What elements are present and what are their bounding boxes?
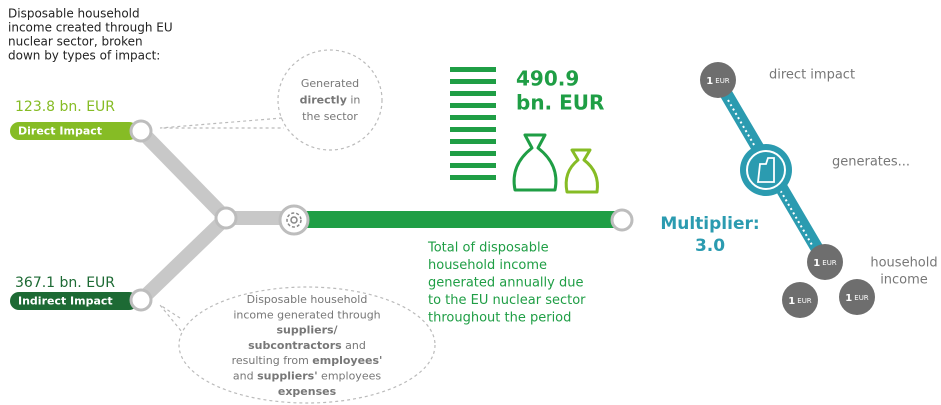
- coin: [839, 279, 875, 315]
- indirect-bubble-text: expenses: [278, 385, 337, 398]
- direct-value: 123.8 bn. EUR: [15, 99, 115, 115]
- indirect-value: 367.1 bn. EUR: [15, 275, 115, 291]
- total-description: to the EU nuclear sector: [428, 293, 586, 308]
- coin-unit: EUR: [854, 294, 869, 302]
- coin-text: 1 EUR: [813, 258, 837, 269]
- gear-icon: [286, 212, 302, 228]
- coin: [782, 282, 818, 318]
- direct-bubble-text: the sector: [302, 110, 358, 123]
- plant-icon: [756, 157, 775, 183]
- text-segment: in: [347, 94, 361, 107]
- intro-text: down by types of impact:: [8, 49, 160, 63]
- text-segment: and: [233, 370, 257, 383]
- indirect-bubble-text: Disposable household: [247, 293, 368, 306]
- direct-bubble-text: directly in: [300, 94, 361, 107]
- indirect-bubble-text: and suppliers' employees: [233, 370, 381, 383]
- total-value: bn. EUR: [516, 91, 604, 115]
- text-segment: income generated through: [233, 308, 380, 321]
- money-bags: [512, 133, 599, 194]
- text-segment: employees: [318, 370, 382, 383]
- total-value: 490.9: [516, 67, 579, 91]
- coin: [807, 244, 843, 280]
- intro-text: Disposable household: [8, 7, 140, 21]
- text-segment: Disposable household: [247, 293, 368, 306]
- indirect-bubble-text: subcontractors and: [248, 339, 366, 352]
- text-segment: and: [342, 339, 366, 352]
- multiplier-label: Multiplier:: [660, 214, 759, 234]
- text-segment: suppliers': [257, 370, 317, 383]
- coin-amount: 1: [845, 293, 852, 304]
- end-label: income: [880, 273, 928, 288]
- text-segment: employees': [312, 354, 382, 367]
- start-label: direct impact: [769, 68, 855, 83]
- coin-text: 1 EUR: [706, 76, 730, 87]
- stripes: [450, 67, 496, 180]
- bubbles: [159, 49, 436, 404]
- coin-unit: EUR: [715, 77, 730, 85]
- coin-amount: 1: [706, 76, 713, 87]
- coin-unit: EUR: [797, 297, 812, 305]
- coin-unit: EUR: [822, 259, 837, 267]
- indirect-bubble-text: suppliers/: [276, 324, 338, 337]
- indirect-pill: [10, 292, 138, 310]
- total-description: throughout the period: [428, 311, 571, 326]
- total-description: generated annually due: [428, 276, 583, 291]
- text-segment: suppliers/: [276, 324, 338, 337]
- direct-label: Direct Impact: [18, 125, 102, 138]
- indirect-bubble-text: income generated through: [233, 308, 380, 321]
- text-segment: the sector: [302, 110, 358, 123]
- intro-text: nuclear sector, broken: [8, 35, 143, 49]
- coin-text: 1 EUR: [788, 296, 812, 307]
- text-segment: subcontractors: [248, 339, 342, 352]
- total-description: household income: [428, 258, 547, 273]
- coin-text: 1 EUR: [845, 293, 869, 304]
- multiplier-value: 3.0: [695, 236, 725, 256]
- direct-pill: [10, 122, 138, 140]
- middle-label: generates...: [832, 155, 910, 170]
- text-segment: directly: [300, 94, 347, 107]
- direct-bubble-text: Generated: [301, 77, 359, 90]
- intro-text: income created through EU: [8, 21, 173, 35]
- end-label: household: [870, 256, 937, 271]
- total-bar: [300, 211, 622, 228]
- plant-ring: [746, 150, 786, 190]
- indirect-bubble-text: resulting from employees': [232, 354, 383, 367]
- text-segment: Generated: [301, 77, 359, 90]
- text-segment: resulting from: [232, 354, 313, 367]
- nodes: [129, 119, 634, 312]
- coin: [700, 62, 736, 98]
- text-segment: expenses: [278, 385, 337, 398]
- indirect-label: Indirect Impact: [18, 295, 113, 308]
- total-description: Total of disposable: [427, 241, 549, 256]
- coin-amount: 1: [813, 258, 820, 269]
- coin-amount: 1: [788, 296, 795, 307]
